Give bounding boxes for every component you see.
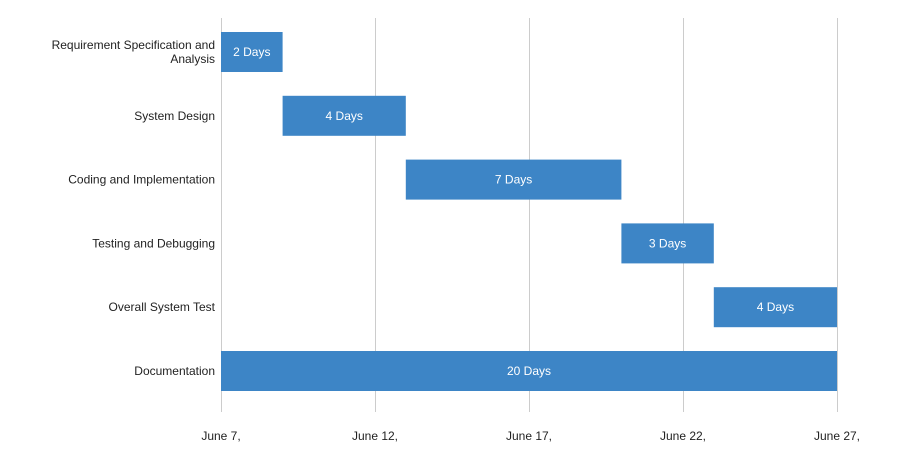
task-name-label: Overall System Test (109, 300, 216, 314)
task-name-label: Coding and Implementation (68, 173, 215, 187)
x-tick-label: June 12, (352, 429, 398, 443)
task-name-label: Testing and Debugging (92, 236, 215, 250)
x-tick-label: June 17, (506, 429, 552, 443)
x-axis-ticks: June 7, June 12, June 17, June 22, June 27, (201, 429, 860, 443)
task-bar[interactable] (621, 223, 714, 264)
task-name-label: System Design (134, 109, 215, 123)
task-name-line: Documentation (134, 364, 215, 378)
task-name-line: Requirement Specification and (52, 38, 215, 52)
task-bar[interactable] (221, 32, 283, 72)
task-name-line: Testing and Debugging (92, 236, 215, 250)
task-name-line: Analysis (170, 52, 215, 66)
x-tick-label: June 22, (660, 429, 706, 443)
task-bar[interactable] (221, 351, 837, 391)
task-name-label: Documentation (134, 364, 215, 378)
x-tick-label: June 7, (201, 429, 240, 443)
task-bar[interactable] (282, 95, 406, 136)
bars: 2 Days 4 Days 7 Days 3 Days 4 Days 20 Days (221, 32, 837, 391)
task-name-label: Requirement Specification and Analysis (52, 38, 215, 66)
bar-duration-label: 2 Days (233, 45, 270, 59)
task-name-line: System Design (134, 109, 215, 123)
grid-lines (221, 18, 838, 412)
bar-duration-label: 4 Days (326, 109, 363, 123)
bar-duration-label: 4 Days (757, 300, 794, 314)
task-bar[interactable] (405, 159, 622, 200)
bar-duration-label: 7 Days (495, 173, 532, 187)
task-labels: Requirement Specification and Analysis Sys… (52, 38, 216, 378)
bar-duration-label: 20 Days (507, 364, 551, 378)
task-name-line: Coding and Implementation (68, 173, 215, 187)
task-name-line: Overall System Test (109, 300, 216, 314)
bar-duration-label: 3 Days (649, 236, 686, 250)
x-tick-label: June 27, (814, 429, 860, 443)
task-bar[interactable] (713, 287, 837, 328)
